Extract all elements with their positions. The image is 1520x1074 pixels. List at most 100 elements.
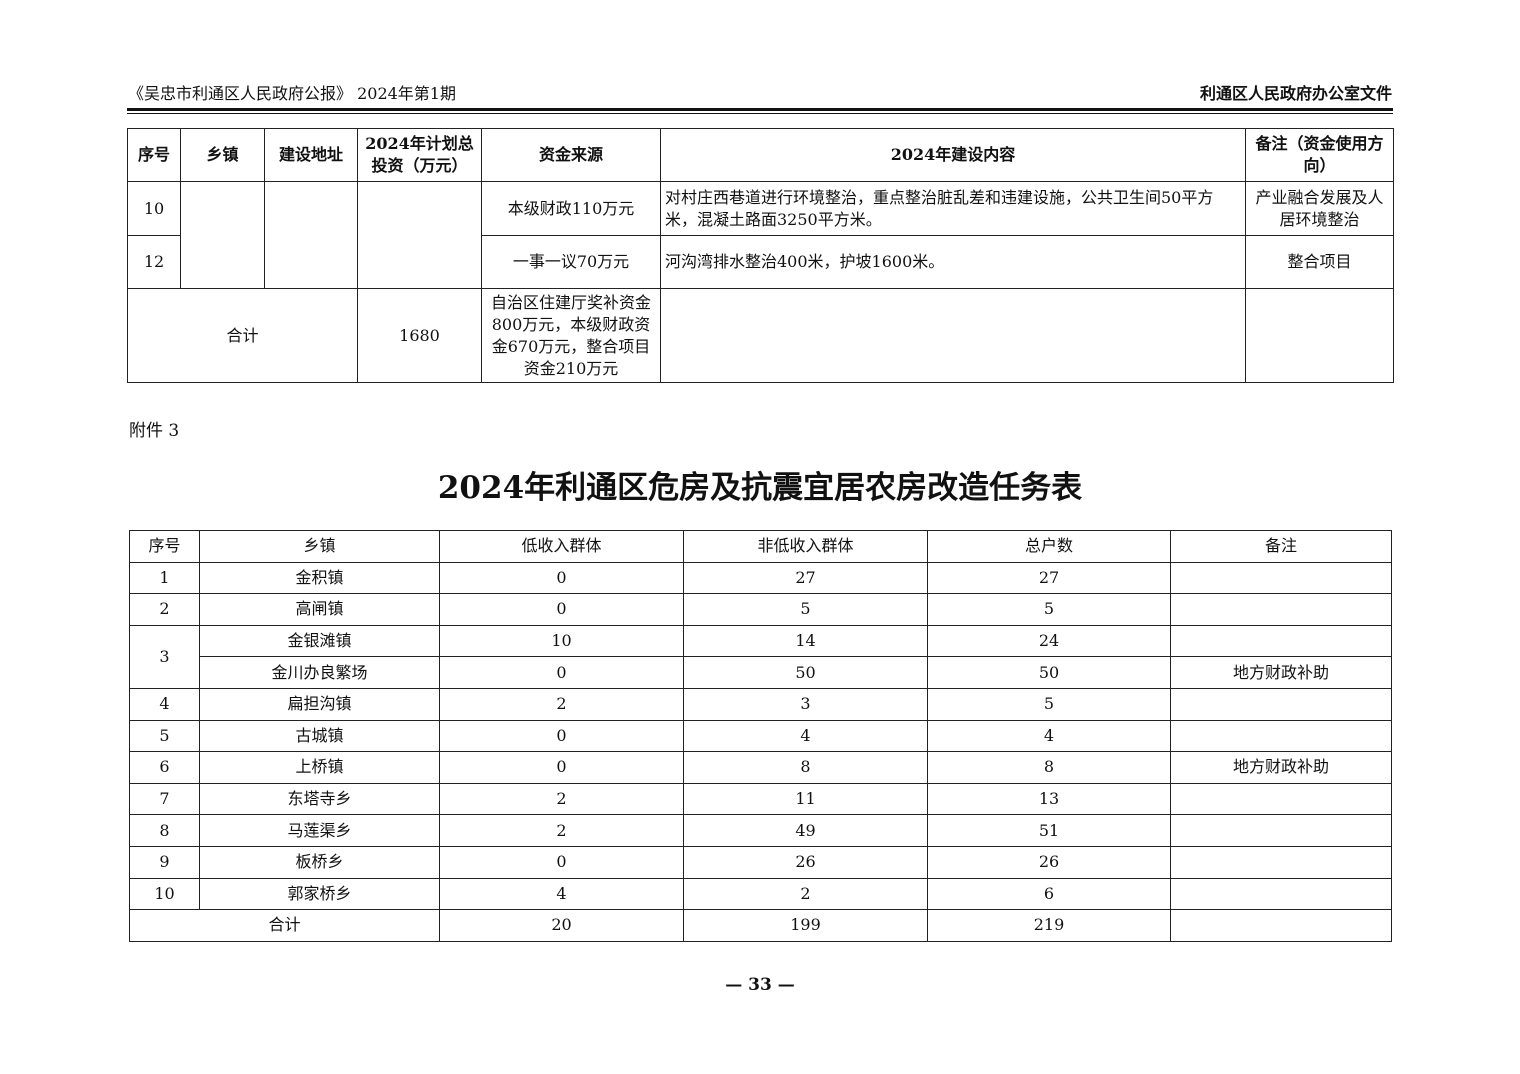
cell-low: 0 [439, 845, 684, 879]
column-header: 非低收入群体 [683, 530, 928, 563]
cell-nonlow: 4 [683, 719, 928, 753]
table-row: 12 一事一议70万元 河沟湾排水整治400米，护坡1600米。 整合项目 [127, 235, 1394, 289]
construction-projects-table: 序号 乡镇 建设地址 2024年计划总投资（万元） 资金来源 2024年建设内容… [127, 128, 1394, 383]
cell-no: 10 [129, 877, 200, 911]
table-header-row: 序号 乡镇 建设地址 2024年计划总投资（万元） 资金来源 2024年建设内容… [127, 128, 1394, 182]
cell-total: 50 [927, 656, 1171, 689]
cell-low: 10 [439, 624, 684, 658]
column-header: 建设地址 [264, 128, 358, 182]
cell-low: 0 [439, 656, 684, 689]
cell-town: 东塔寺乡 [199, 782, 440, 816]
cell-town: 金川办良繁场 [199, 656, 440, 689]
total-row: 合计 1680 自治区住建厅奖补资金800万元，本级财政资金670万元，整合项目… [127, 288, 1394, 383]
table-row: 7 东塔寺乡 2 11 13 [129, 782, 1392, 816]
cell-low: 2 [439, 814, 684, 847]
cell-nonlow: 11 [683, 782, 928, 816]
cell-no: 6 [129, 751, 200, 784]
table-row: 6 上桥镇 0 8 8 地方财政补助 [129, 751, 1392, 784]
table-row: 10 郭家桥乡 4 2 6 [129, 877, 1392, 911]
column-header: 低收入群体 [439, 530, 684, 563]
column-header: 序号 [129, 530, 200, 563]
cell-low: 4 [439, 877, 684, 911]
cell-note: 产业融合发展及人居环境整治 [1245, 181, 1394, 236]
cell-address [264, 181, 358, 289]
table-row: 8 马莲渠乡 2 49 51 [129, 814, 1392, 847]
total-row: 合计 20 199 219 [129, 909, 1392, 942]
cell-total-investment: 1680 [357, 288, 482, 383]
cell-source: 一事一议70万元 [481, 235, 661, 289]
cell-total-label: 合计 [127, 288, 358, 383]
cell-note [1170, 782, 1392, 816]
cell-note [1170, 561, 1392, 595]
cell-note [1170, 845, 1392, 879]
cell-no: 4 [129, 687, 200, 721]
column-header: 2024年建设内容 [660, 128, 1246, 182]
page-number: — 33 — [725, 975, 795, 995]
cell-town [180, 181, 265, 289]
cell-town: 马莲渠乡 [199, 814, 440, 847]
bulletin-header: 《吴忠市利通区人民政府公报》 2024年第1期 [128, 84, 456, 103]
column-header: 乡镇 [180, 128, 265, 182]
cell-total: 5 [927, 687, 1171, 721]
cell-total-note [1245, 288, 1394, 383]
cell-note: 整合项目 [1245, 235, 1394, 289]
cell-town: 古城镇 [199, 719, 440, 753]
column-header: 2024年计划总投资（万元） [357, 128, 482, 182]
cell-total: 6 [927, 877, 1171, 911]
column-header: 乡镇 [199, 530, 440, 563]
cell-no: 5 [129, 719, 200, 753]
cell-total: 24 [927, 624, 1171, 658]
cell-low: 0 [439, 751, 684, 784]
cell-nonlow: 8 [683, 751, 928, 784]
cell-total-note [1170, 909, 1392, 942]
cell-total: 13 [927, 782, 1171, 816]
column-header: 序号 [127, 128, 181, 182]
cell-town: 金积镇 [199, 561, 440, 595]
cell-total: 26 [927, 845, 1171, 879]
annex-label: 附件 3 [129, 421, 180, 441]
table-row: 5 古城镇 0 4 4 [129, 719, 1392, 753]
table-row: 10 本级财政110万元 对村庄西巷道进行环境整治，重点整治脏乱差和违建设施，公… [127, 181, 1394, 289]
cell-town: 高闸镇 [199, 593, 440, 626]
cell-investment [357, 181, 482, 289]
cell-content: 河沟湾排水整治400米，护坡1600米。 [660, 235, 1246, 289]
table-row: 3 金银滩镇 10 14 24 [129, 624, 1392, 689]
cell-low: 2 [439, 782, 684, 816]
cell-total: 8 [927, 751, 1171, 784]
cell-town: 扁担沟镇 [199, 687, 440, 721]
cell-nonlow: 2 [683, 877, 928, 911]
office-header: 利通区人民政府办公室文件 [1199, 84, 1392, 103]
housing-renovation-table: 序号 乡镇 低收入群体 非低收入群体 总户数 备注 1 金积镇 0 27 27 2 高闸镇 0 5 5 3 金银滩… [129, 530, 1392, 942]
cell-note [1170, 687, 1392, 721]
header-rule-thin [127, 113, 1393, 114]
cell-town: 上桥镇 [199, 751, 440, 784]
cell-note [1170, 593, 1392, 626]
cell-no: 9 [129, 845, 200, 879]
header-rule-thick [127, 108, 1393, 111]
cell-total-content [660, 288, 1246, 383]
cell-total-low: 20 [439, 909, 684, 942]
cell-no: 7 [129, 782, 200, 816]
column-header: 总户数 [927, 530, 1171, 563]
cell-low: 0 [439, 719, 684, 753]
cell-total-total: 219 [927, 909, 1171, 942]
cell-low: 0 [439, 561, 684, 595]
cell-no: 1 [129, 561, 200, 595]
table-row: 金川办良繁场 0 50 50 地方财政补助 [130, 656, 1392, 689]
table-row: 4 扁担沟镇 2 3 5 [129, 687, 1392, 721]
cell-low: 2 [439, 687, 684, 721]
column-header: 备注 [1170, 530, 1392, 563]
cell-nonlow: 27 [683, 561, 928, 595]
cell-total: 4 [927, 719, 1171, 753]
page-title: 2024年利通区危房及抗震宜居农房改造任务表 [437, 470, 1083, 506]
cell-note [1170, 814, 1392, 847]
cell-nonlow: 50 [683, 656, 928, 689]
cell-total-source: 自治区住建厅奖补资金800万元，本级财政资金670万元，整合项目资金210万元 [481, 288, 661, 383]
cell-nonlow: 14 [683, 624, 928, 658]
cell-total: 5 [927, 593, 1171, 626]
cell-total-nonlow: 199 [683, 909, 928, 942]
cell-no: 8 [129, 814, 200, 847]
table-header-row: 序号 乡镇 低收入群体 非低收入群体 总户数 备注 [129, 530, 1392, 563]
cell-town: 郭家桥乡 [199, 877, 440, 911]
cell-nonlow: 3 [683, 687, 928, 721]
